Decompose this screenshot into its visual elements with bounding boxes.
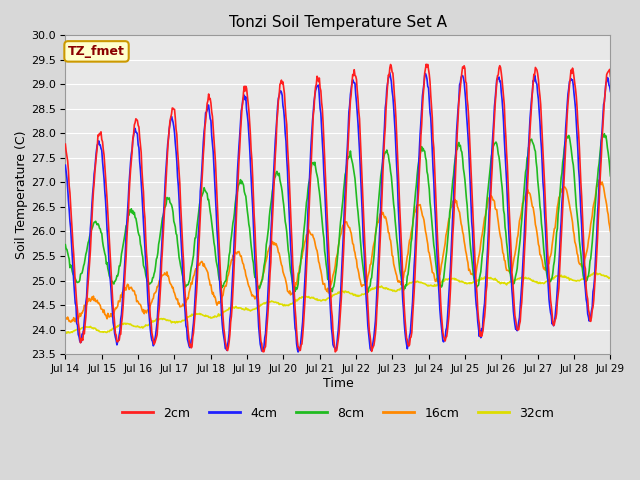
- X-axis label: Time: Time: [323, 377, 353, 390]
- Text: TZ_fmet: TZ_fmet: [68, 45, 125, 58]
- Y-axis label: Soil Temperature (C): Soil Temperature (C): [15, 131, 28, 259]
- Legend: 2cm, 4cm, 8cm, 16cm, 32cm: 2cm, 4cm, 8cm, 16cm, 32cm: [117, 402, 559, 425]
- Title: Tonzi Soil Temperature Set A: Tonzi Soil Temperature Set A: [229, 15, 447, 30]
